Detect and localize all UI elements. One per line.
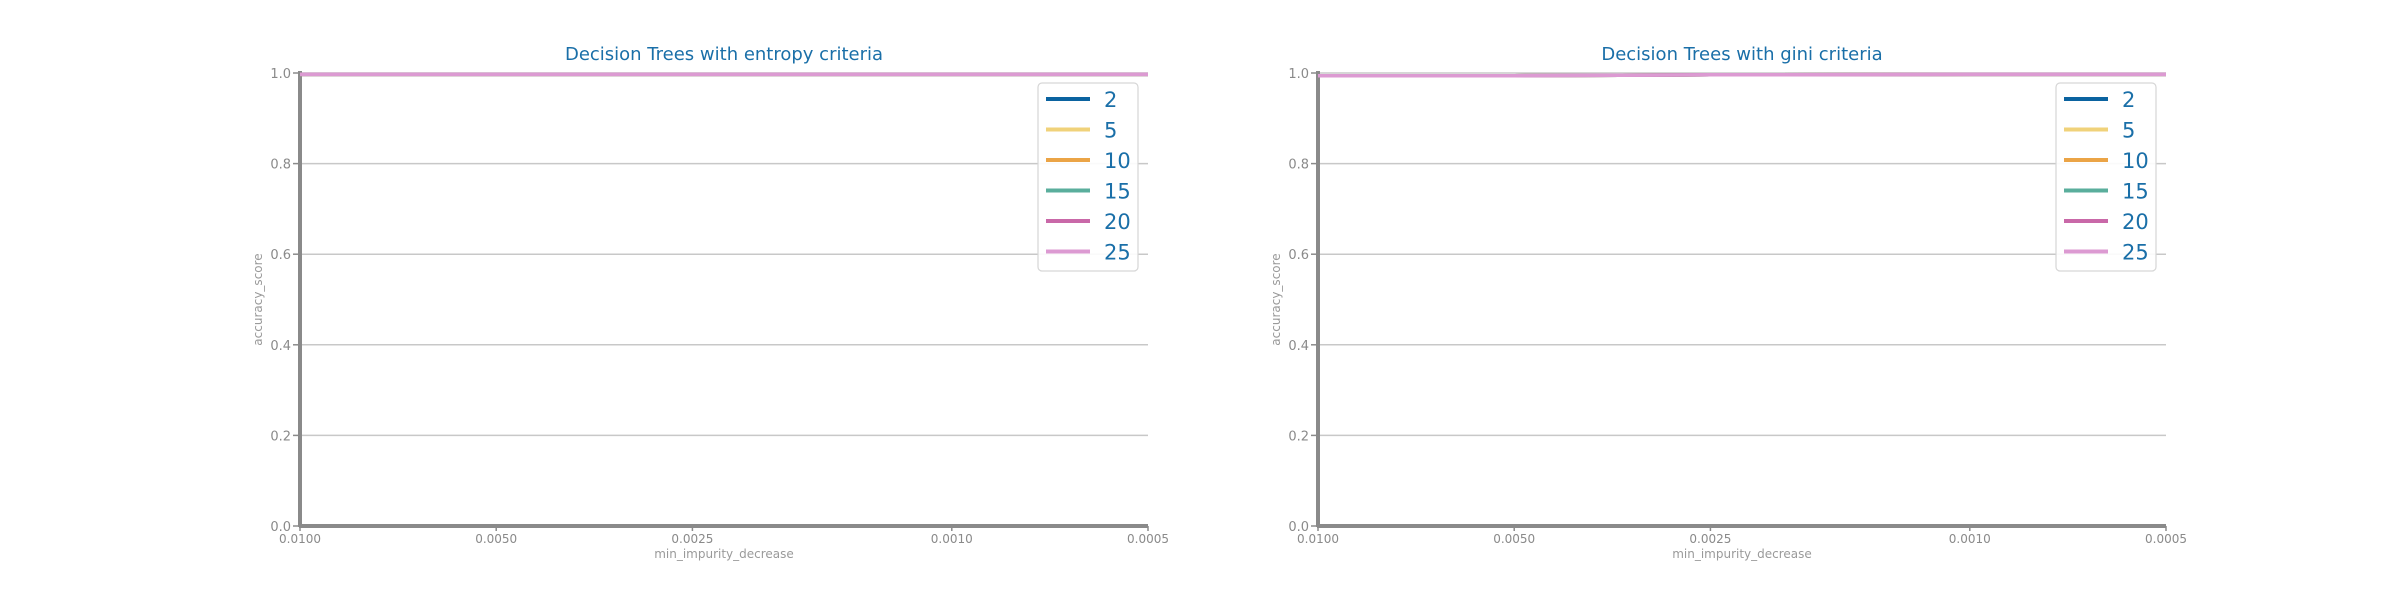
- y-axis-label: accuracy_score: [1269, 253, 1283, 345]
- legend-label-15: 15: [1104, 180, 1131, 204]
- legend-label-25: 25: [2122, 241, 2149, 265]
- y-tick-label: 0.4: [1288, 339, 1309, 354]
- x-tick-label: 0.0050: [1493, 532, 1535, 546]
- x-tick-label: 0.0100: [1297, 532, 1339, 546]
- x-tick-label: 0.0010: [931, 532, 973, 546]
- legend-label-20: 20: [2122, 210, 2149, 234]
- legend-label-5: 5: [1104, 119, 1117, 143]
- x-tick-label: 0.0025: [671, 532, 713, 546]
- legend-label-2: 2: [1104, 88, 1117, 112]
- y-tick-label: 0.6: [270, 248, 291, 263]
- series-line-25: [1318, 72, 2166, 78]
- chart-panel-2: Decision Trees with gini criteria 0.0 0.2 0…: [1269, 44, 2187, 561]
- x-tick-label: 0.0005: [1127, 532, 1169, 546]
- chart-panel-1: Decision Trees with entropy criteria0.00…: [251, 44, 1169, 561]
- x-tick-label: 0.0050: [475, 532, 517, 546]
- x-tick-label: 0.0010: [1949, 532, 1991, 546]
- y-tick-label: 1.0: [270, 67, 291, 82]
- y-tick-label: 0.2: [270, 429, 291, 444]
- y-tick-label: 1.0: [1288, 67, 1309, 82]
- x-tick-label: 0.0005: [2145, 532, 2187, 546]
- legend-label-10: 10: [1104, 149, 1131, 173]
- y-tick-label: 0.6: [1288, 248, 1309, 263]
- chart-title: Decision Trees with gini criteria: [1601, 44, 1882, 65]
- y-tick-label: 0.8: [270, 158, 291, 173]
- y-tick-label: 0.2: [1288, 429, 1309, 444]
- legend-label-25: 25: [1104, 241, 1131, 265]
- x-axis-label: min_impurity_decrease: [654, 547, 794, 561]
- legend-label-15: 15: [2122, 180, 2149, 204]
- x-tick-label: 0.0100: [279, 532, 321, 546]
- y-tick-label: 0.0: [270, 520, 291, 535]
- y-tick-label: 0.4: [270, 339, 291, 354]
- legend-label-10: 10: [2122, 149, 2149, 173]
- y-axis-label: accuracy_score: [251, 253, 265, 345]
- y-tick-label: 0.0: [1288, 520, 1309, 535]
- legend-label-5: 5: [2122, 119, 2135, 143]
- x-tick-label: 0.0025: [1689, 532, 1731, 546]
- x-axis-label: min_impurity_decrease: [1672, 547, 1812, 561]
- legend-label-20: 20: [1104, 210, 1131, 234]
- y-tick-label: 0.8: [1288, 158, 1309, 173]
- chart-title: Decision Trees with entropy criteria: [565, 44, 883, 65]
- legend-label-2: 2: [2122, 88, 2135, 112]
